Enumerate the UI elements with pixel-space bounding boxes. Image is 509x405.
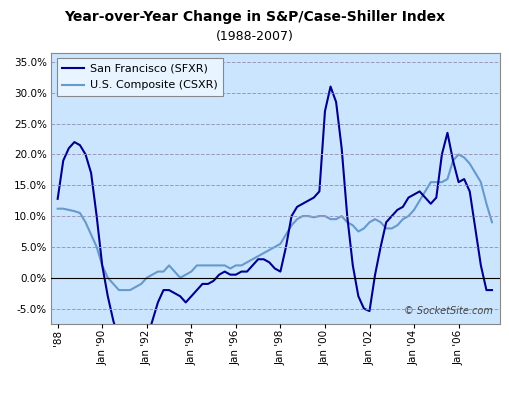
Line: U.S. Composite (CSXR): U.S. Composite (CSXR) xyxy=(58,154,491,290)
San Francisco (SFXR) xyxy=(327,84,333,89)
San Francisco (SFXR) xyxy=(232,272,238,277)
Text: Year-over-Year Change in S&P/Case-Shiller Index: Year-over-Year Change in S&P/Case-Shille… xyxy=(64,10,445,24)
San Francisco (SFXR) xyxy=(382,220,388,225)
U.S. Composite (CSXR) xyxy=(238,263,244,268)
San Francisco (SFXR) xyxy=(132,358,138,363)
U.S. Composite (CSXR) xyxy=(377,220,383,225)
U.S. Composite (CSXR) xyxy=(165,263,172,268)
U.S. Composite (CSXR) xyxy=(232,263,238,268)
San Francisco (SFXR) xyxy=(310,195,316,200)
Legend: San Francisco (SFXR), U.S. Composite (CSXR): San Francisco (SFXR), U.S. Composite (CS… xyxy=(56,58,223,96)
U.S. Composite (CSXR) xyxy=(116,288,122,292)
San Francisco (SFXR) xyxy=(238,269,244,274)
San Francisco (SFXR) xyxy=(177,294,183,298)
San Francisco (SFXR) xyxy=(488,288,494,292)
U.S. Composite (CSXR) xyxy=(177,275,183,280)
Text: (1988-2007): (1988-2007) xyxy=(216,30,293,43)
U.S. Composite (CSXR) xyxy=(54,206,61,211)
U.S. Composite (CSXR) xyxy=(455,152,461,157)
Text: © SocketSite.com: © SocketSite.com xyxy=(404,306,492,316)
U.S. Composite (CSXR) xyxy=(488,220,494,225)
San Francisco (SFXR) xyxy=(165,288,172,292)
Line: San Francisco (SFXR): San Francisco (SFXR) xyxy=(58,87,491,361)
San Francisco (SFXR) xyxy=(54,196,61,201)
U.S. Composite (CSXR) xyxy=(310,215,316,220)
